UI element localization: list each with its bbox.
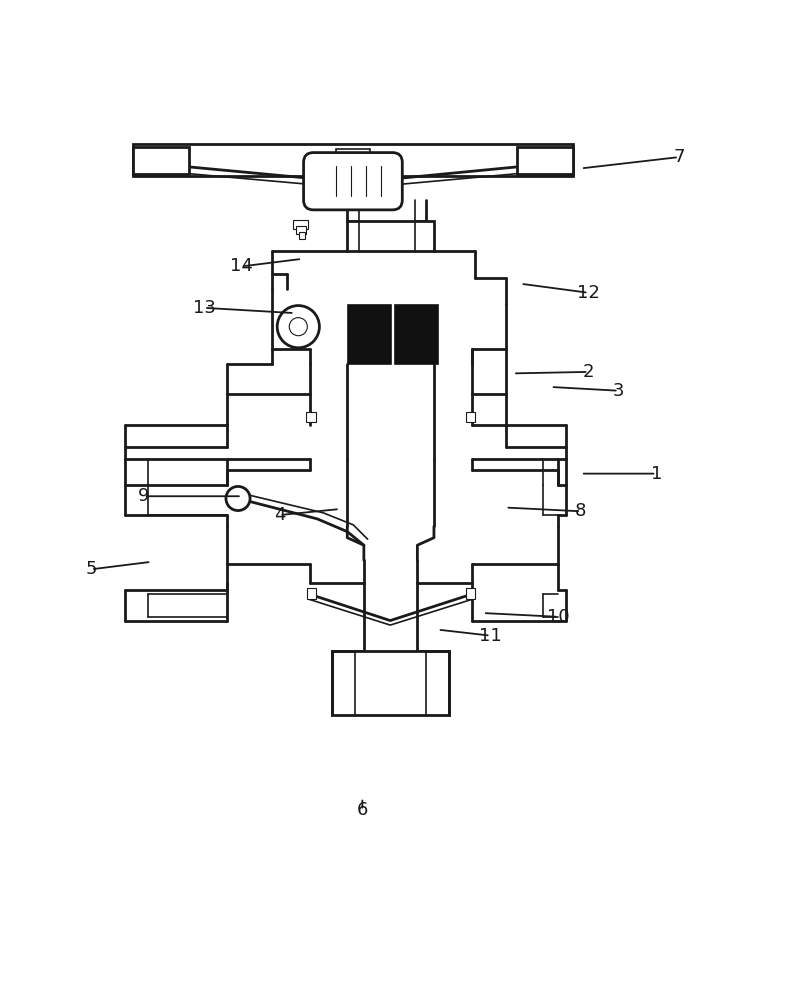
Bar — [293, 220, 308, 229]
Circle shape — [226, 486, 250, 511]
Text: 10: 10 — [547, 608, 570, 626]
Bar — [133, 147, 189, 174]
Circle shape — [277, 306, 319, 348]
Bar — [307, 588, 316, 599]
Text: 13: 13 — [192, 299, 216, 317]
Text: 4: 4 — [274, 506, 285, 524]
Bar — [517, 147, 573, 174]
Text: 6: 6 — [356, 801, 368, 819]
Bar — [299, 232, 305, 239]
Text: 8: 8 — [575, 502, 586, 520]
Bar — [296, 226, 306, 234]
Text: 12: 12 — [577, 284, 600, 302]
Text: 11: 11 — [479, 627, 502, 645]
Circle shape — [289, 318, 308, 336]
FancyBboxPatch shape — [304, 153, 402, 210]
Text: 3: 3 — [613, 382, 624, 400]
Text: 14: 14 — [230, 257, 254, 275]
Bar — [466, 588, 475, 599]
Bar — [347, 304, 391, 364]
Text: 2: 2 — [582, 363, 594, 381]
Text: 7: 7 — [673, 148, 685, 166]
Bar — [336, 149, 370, 165]
Bar — [347, 221, 434, 251]
Bar — [306, 412, 316, 422]
Bar — [133, 144, 573, 176]
Bar — [466, 412, 476, 422]
Bar — [332, 651, 449, 715]
Bar — [394, 304, 438, 364]
Text: 9: 9 — [138, 487, 150, 505]
Text: 1: 1 — [651, 465, 662, 483]
Text: 5: 5 — [86, 560, 97, 578]
